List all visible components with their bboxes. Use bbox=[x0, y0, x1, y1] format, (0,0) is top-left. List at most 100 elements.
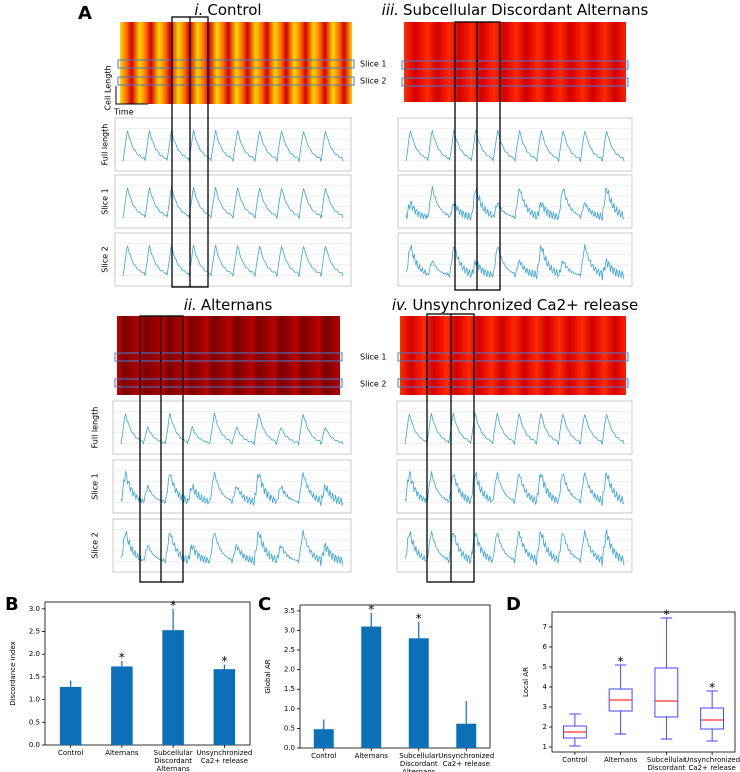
trace-line bbox=[120, 470, 344, 507]
x-tick-label-box: Alternans bbox=[603, 756, 638, 764]
y-tick-label: 3.0 bbox=[284, 626, 295, 634]
x-tick-label-box: Control bbox=[311, 752, 337, 760]
linescan-image bbox=[120, 22, 352, 104]
x-tick-label: Control bbox=[562, 756, 588, 764]
bar bbox=[408, 638, 429, 748]
panel-title-text: Control bbox=[207, 1, 261, 19]
y-tick-label: 2.0 bbox=[284, 666, 295, 674]
panel-numeral: i. bbox=[194, 1, 203, 19]
slice-box bbox=[117, 76, 355, 86]
bar bbox=[111, 666, 133, 745]
y-tick-label: 2.0 bbox=[29, 650, 40, 658]
x-tick-label: Subcellular Discordant Alternans bbox=[153, 749, 193, 772]
row-label: Slice 1 bbox=[91, 473, 100, 499]
x-tick-label: Unsynchronized Ca2+ release bbox=[196, 749, 253, 765]
panel-title: ii. Alternans bbox=[184, 296, 273, 314]
plot-frame bbox=[44, 601, 251, 746]
slice-box bbox=[114, 352, 343, 362]
panel-title-text: Unsynchronized Ca2+ release bbox=[412, 296, 638, 314]
x-tick-label-box: Unsynchronized Ca2+ release bbox=[196, 749, 253, 765]
y-tick-label: 6 bbox=[543, 643, 548, 651]
panel-title: iii. Subcellular Discordant Alternans bbox=[382, 1, 649, 19]
scale-label: Cell Length bbox=[104, 65, 113, 110]
row-label: Full length bbox=[101, 124, 110, 166]
y-tick-label: 5 bbox=[543, 663, 547, 671]
slice-label: Slice 1 bbox=[360, 353, 386, 362]
trace-plot bbox=[112, 459, 352, 514]
significance-mark: * bbox=[368, 602, 374, 616]
row-label: Full length bbox=[91, 407, 100, 449]
y-tick-label: 0.0 bbox=[284, 744, 295, 752]
trace-plot bbox=[397, 117, 633, 172]
slice-box bbox=[401, 77, 629, 87]
significance-mark: * bbox=[170, 598, 176, 612]
trace-line bbox=[122, 129, 344, 163]
bar bbox=[456, 723, 477, 748]
trace-plot bbox=[397, 232, 633, 287]
bar bbox=[213, 669, 236, 745]
panel-label: D bbox=[506, 594, 521, 615]
trace-plot bbox=[114, 232, 352, 287]
trace-line bbox=[404, 412, 625, 446]
linescan-image bbox=[117, 316, 340, 395]
row-label: Slice 2 bbox=[101, 246, 110, 272]
x-tick-label-box: Subcellular Discordant Alternans bbox=[153, 749, 193, 772]
x-tick-label: Alternans bbox=[603, 756, 638, 764]
panel-title: i. Control bbox=[194, 1, 261, 19]
slice-box bbox=[397, 352, 629, 362]
x-tick-label: Control bbox=[57, 749, 84, 757]
bar bbox=[361, 626, 382, 748]
x-tick-label: Alternans bbox=[354, 752, 388, 760]
row-label: Slice 2 bbox=[91, 532, 100, 558]
bar bbox=[162, 630, 184, 745]
x-tick-label: Subcellular Discordant Alternans bbox=[646, 756, 686, 772]
significance-mark: * bbox=[416, 611, 422, 625]
x-tick-label-box: Subcellular Discordant Alternans bbox=[399, 752, 438, 772]
trace-line bbox=[404, 470, 625, 506]
trace-plot bbox=[396, 400, 633, 455]
y-tick-label: 1 bbox=[543, 743, 547, 751]
trace-line bbox=[404, 529, 625, 567]
panel-numeral: iii. bbox=[382, 1, 399, 19]
y-tick-label: 1.0 bbox=[284, 705, 295, 713]
panel-title-text: Alternans bbox=[201, 296, 273, 314]
x-tick-label-box: Alternans bbox=[354, 752, 388, 760]
significance-mark: * bbox=[618, 655, 624, 669]
y-tick-label: 0.5 bbox=[29, 718, 40, 726]
significance-mark: * bbox=[663, 608, 669, 622]
y-tick-label: 3 bbox=[543, 703, 547, 711]
panel-label: A bbox=[78, 3, 92, 24]
trace-plot bbox=[114, 174, 352, 229]
panel-title-text: Subcellular Discordant Alternans bbox=[403, 1, 649, 19]
trace-line bbox=[405, 244, 625, 281]
y-axis-label: Local AR bbox=[522, 667, 530, 697]
x-tick-label: Unsynchronized Ca2+ release bbox=[684, 756, 740, 772]
y-tick-label: 1.5 bbox=[29, 673, 40, 681]
trace-line bbox=[120, 530, 344, 567]
slice-box bbox=[117, 59, 355, 69]
trace-line bbox=[120, 412, 344, 447]
y-tick-label: 2.5 bbox=[284, 646, 295, 654]
slice-label: Slice 2 bbox=[360, 77, 386, 86]
bar bbox=[59, 686, 82, 745]
trace-line bbox=[405, 186, 625, 221]
scale-label: Time bbox=[113, 108, 134, 117]
panel-numeral: ii. bbox=[184, 296, 197, 314]
x-tick-label: Control bbox=[311, 752, 337, 760]
y-tick-label: 0.0 bbox=[29, 741, 40, 749]
trace-plot bbox=[396, 518, 633, 573]
significance-mark: * bbox=[221, 654, 227, 668]
y-tick-label: 3.5 bbox=[284, 607, 295, 615]
row-label: Slice 1 bbox=[101, 188, 110, 214]
slice-box bbox=[397, 378, 629, 388]
slice-label: Slice 1 bbox=[360, 60, 386, 69]
y-tick-label: 0.5 bbox=[284, 724, 295, 732]
trace-line bbox=[405, 129, 625, 163]
trace-plot bbox=[114, 117, 352, 172]
box bbox=[654, 667, 679, 718]
x-tick-label-box: Control bbox=[562, 756, 588, 764]
y-tick-label: 1.5 bbox=[284, 685, 295, 693]
x-tick-label: Alternans bbox=[105, 749, 139, 757]
